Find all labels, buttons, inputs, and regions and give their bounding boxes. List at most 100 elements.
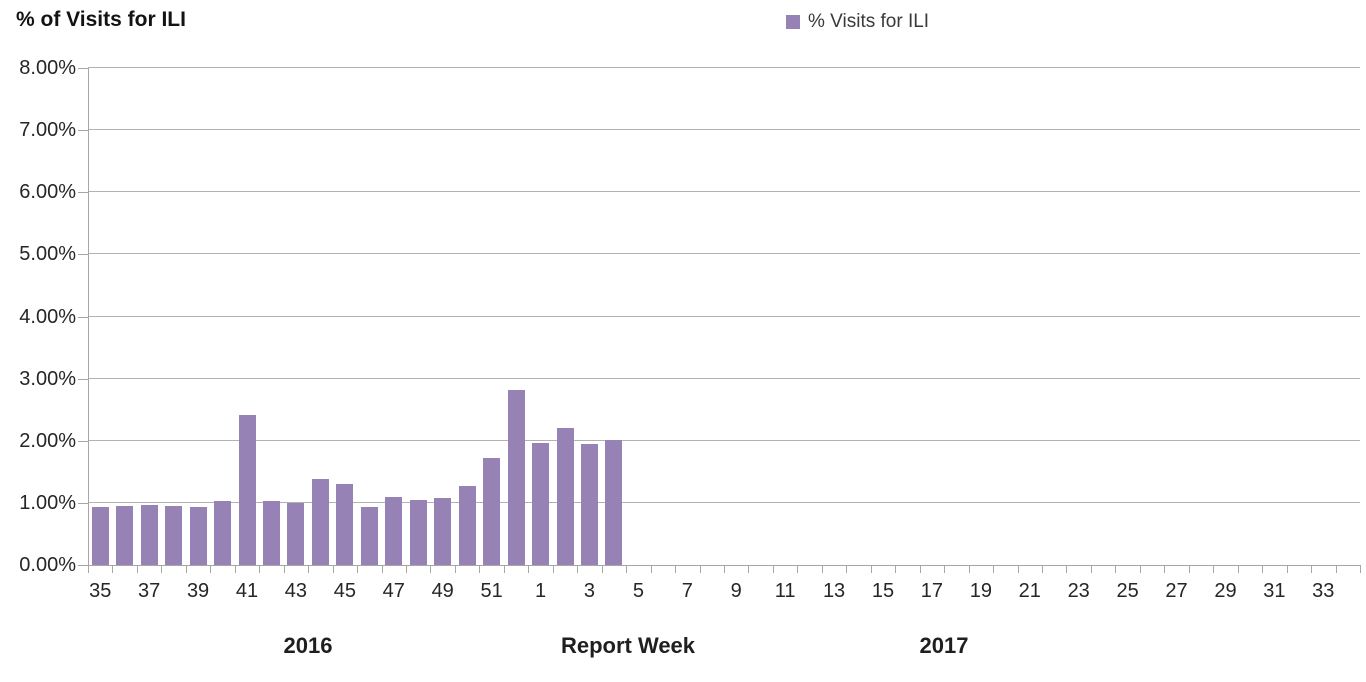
x-axis-tick-mark [846, 565, 848, 573]
bar-week-36 [116, 505, 134, 565]
x-axis-group-label-2017: 2017 [919, 633, 969, 658]
x-axis-tick-mark [332, 565, 334, 573]
x-tick-label-week-33: 33 [1312, 580, 1335, 602]
x-axis-tick-mark [479, 565, 481, 573]
bar-week-49 [434, 497, 452, 565]
x-tick-label-week-3: 3 [583, 580, 596, 602]
x-axis-tick-mark [821, 565, 823, 573]
x-tick-label-week-23: 23 [1067, 580, 1090, 602]
bar-week-52 [507, 390, 525, 565]
x-axis-tick-mark [552, 565, 554, 573]
x-axis-tick-mark [430, 565, 432, 573]
y-tick-label: 6.00% [19, 181, 76, 204]
x-axis-tick-mark [528, 565, 530, 573]
x-axis-group-label-2016: 2016 [283, 633, 333, 658]
y-axis-labels: 0.00% 1.00% 2.00% 3.00% 4.00% 5.00% 6.00% 7.00%… [0, 57, 76, 576]
x-axis-tick-mark [626, 565, 628, 573]
x-axis-title: Report Week [560, 633, 696, 658]
x-axis-tick-mark [577, 565, 579, 573]
bar-week-48 [409, 499, 427, 565]
y-tick-mark [78, 316, 88, 318]
y-tick-mark [78, 440, 88, 442]
bar-week-39 [189, 507, 207, 565]
x-axis-tick-mark [870, 565, 872, 573]
x-axis-tick-mark [259, 565, 261, 573]
gridline-2.00% [88, 439, 1360, 441]
bar-week-47 [385, 496, 403, 565]
x-axis-tick-mark [650, 565, 652, 573]
x-axis-tick-mark [357, 565, 359, 573]
gridline-8.00% [88, 67, 1360, 68]
x-axis-tick-mark [1115, 565, 1117, 573]
x-tick-label-week-39: 39 [186, 580, 210, 602]
x-axis-tick-mark [1188, 565, 1190, 573]
x-tick-label-week-7: 7 [681, 580, 693, 602]
gridline-5.00% [88, 253, 1360, 255]
x-tick-label-week-45: 45 [333, 580, 356, 602]
x-tick-label-week-1: 1 [534, 580, 547, 602]
x-tick-label-week-25: 25 [1116, 580, 1139, 602]
x-axis-tick-mark [283, 565, 285, 573]
x-axis-tick-mark [161, 565, 163, 573]
bar-week-35 [91, 506, 109, 565]
x-tick-label-week-35: 35 [89, 580, 112, 602]
x-axis-tick-mark [601, 565, 603, 573]
bar-week-2 [556, 428, 574, 565]
x-axis-tick-mark [993, 565, 995, 573]
bar-week-38 [165, 505, 183, 565]
legend-swatch-icon [786, 15, 800, 29]
bar-week-41 [238, 415, 256, 565]
x-axis-tick-mark [944, 565, 946, 573]
bar-week-44 [311, 479, 329, 565]
x-axis-tick-mark [503, 565, 505, 573]
gridline-6.00% [88, 191, 1360, 193]
bar-week-43 [287, 502, 305, 565]
x-axis-tick-mark [675, 565, 677, 573]
legend: % Visits for ILI [786, 11, 929, 33]
x-axis-tick-mark [1017, 565, 1019, 573]
x-axis-tick-mark [699, 565, 701, 573]
x-axis-tick-mark [308, 565, 310, 573]
x-axis-tick-mark [454, 565, 456, 573]
x-axis-tick-mark [968, 565, 970, 573]
plot-area: 35 37 39 41 43 45 47 49 51 1 3 5 7 9 11 13 15 17 19 21 23 25 2… [88, 67, 1361, 602]
x-axis-tick-mark [406, 565, 407, 573]
bar-week-45 [336, 484, 354, 565]
x-axis-tick-mark [1286, 565, 1288, 573]
x-axis-tick-mark [1164, 565, 1166, 573]
y-tick-label: 8.00% [19, 57, 76, 79]
y-axis-line [88, 68, 89, 573]
x-tick-label-week-47: 47 [382, 580, 405, 602]
x-axis-tick-mark [1360, 565, 1361, 573]
x-axis-tick-mark [1139, 565, 1141, 573]
x-tick-label-week-41: 41 [235, 580, 259, 602]
gridline-7.00% [88, 129, 1360, 131]
y-tick-mark [78, 378, 88, 380]
y-tick-mark [78, 565, 88, 566]
bar-week-4 [605, 439, 623, 565]
bar-week-46 [360, 507, 378, 565]
bar-week-40 [214, 501, 232, 565]
x-tick-label-week-15: 15 [871, 580, 895, 602]
x-tick-label-week-37: 37 [138, 580, 161, 602]
x-axis-tick-mark [1213, 565, 1215, 573]
y-tick-label: 2.00% [19, 429, 76, 452]
x-tick-label-week-43: 43 [284, 580, 308, 602]
y-tick-label: 7.00% [19, 119, 76, 142]
bar-week-1 [532, 442, 550, 565]
x-axis-tick-mark [381, 565, 383, 573]
y-tick-label: 1.00% [19, 491, 76, 514]
bar-week-42 [262, 501, 280, 565]
y-tick-label: 0.00% [19, 554, 76, 576]
x-tick-label-week-17: 17 [920, 580, 944, 602]
y-tick-label: 3.00% [19, 367, 76, 390]
y-tick-mark [78, 502, 88, 504]
x-axis-tick-mark [724, 565, 725, 573]
x-tick-label-week-21: 21 [1018, 580, 1041, 602]
x-axis-tick-mark [112, 565, 114, 573]
x-axis-tick-mark [234, 565, 236, 573]
y-tick-mark [78, 254, 88, 256]
y-tick-mark [78, 192, 88, 194]
x-axis-tick-mark [1042, 565, 1043, 573]
x-tick-label-week-31: 31 [1263, 580, 1286, 602]
